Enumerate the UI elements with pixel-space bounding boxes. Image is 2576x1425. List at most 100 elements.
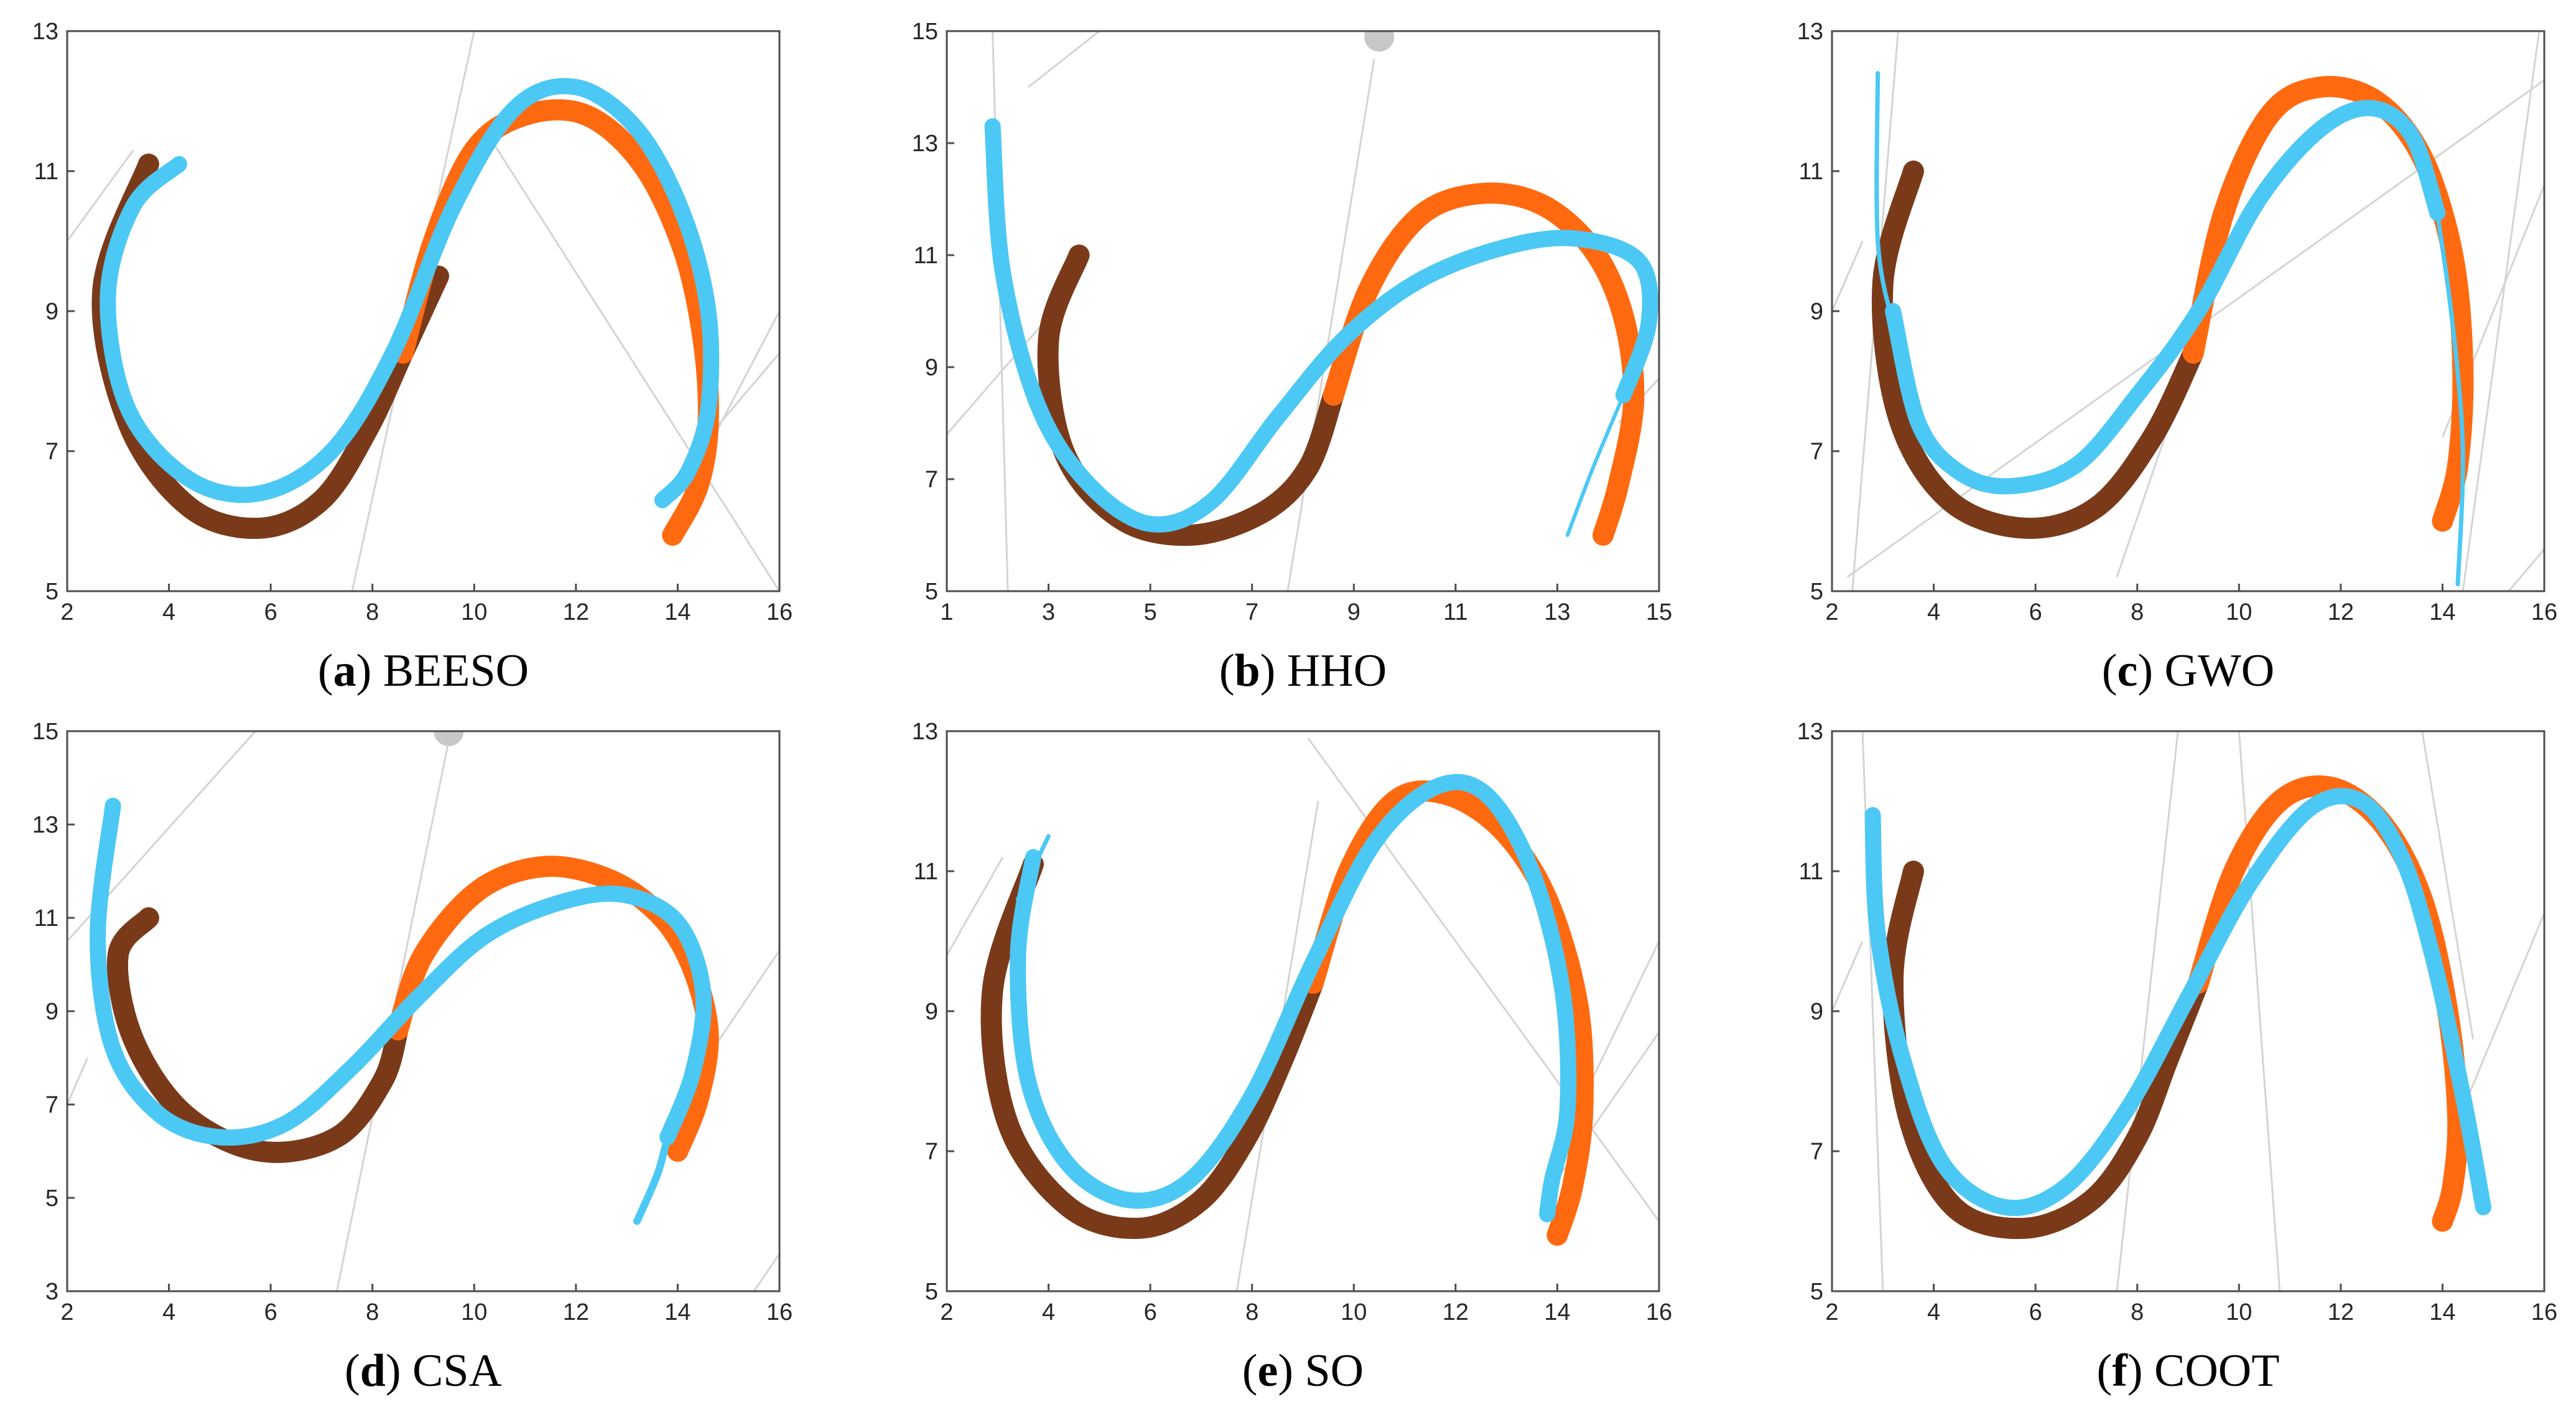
x-tick-label: 3	[1042, 599, 1055, 625]
y-tick-label: 13	[912, 719, 938, 745]
series-result-tail	[1016, 834, 1051, 902]
x-tick-label: 8	[1245, 1299, 1258, 1325]
y-tick-label: 7	[45, 1092, 58, 1118]
x-tick-label: 10	[461, 1299, 487, 1325]
x-tick-label: 6	[2029, 1299, 2042, 1325]
y-tick-label: 13	[1797, 719, 1823, 745]
x-tick-label: 13	[1544, 599, 1570, 625]
y-tick-label: 5	[925, 579, 938, 605]
panel-caption: (a) BEESO	[318, 645, 529, 696]
grey-line-0	[947, 311, 1054, 435]
y-tick-label: 5	[925, 1279, 938, 1305]
axes-frame	[946, 30, 1660, 592]
grey-line-6	[2508, 548, 2544, 591]
grey-line-4	[753, 1253, 779, 1291]
caption-algorithm: COOT	[2154, 1345, 2279, 1396]
grey-line-0	[1832, 940, 1864, 1012]
x-tick-label: 14	[664, 1299, 690, 1325]
plot-area	[947, 737, 1659, 1291]
series-result	[1010, 773, 1577, 1223]
caption-letter: c	[2117, 645, 2137, 696]
panel-caption: (b) HHO	[1219, 645, 1387, 696]
y-tick-label: 11	[34, 159, 58, 185]
x-tick-label: 4	[1042, 1299, 1055, 1325]
y-tick-label: 5	[1810, 1279, 1823, 1305]
panel-a: 2 4 6 8 10 12 14 16 5 7 9 11 13 (a) BEESO	[32, 19, 793, 696]
series-result-tail-left	[1874, 71, 1895, 327]
plot-area	[67, 731, 779, 1291]
x-tick-label: 12	[2328, 599, 2354, 625]
y-tick-label: 9	[925, 999, 938, 1025]
y-tick-label: 13	[912, 131, 938, 157]
series-result	[1885, 100, 2446, 495]
caption-open-paren: (	[1242, 1345, 1258, 1396]
caption-letter: a	[333, 645, 356, 696]
caption-letter: e	[1258, 1345, 1278, 1396]
axes-frame	[66, 730, 781, 1292]
y-tick-label: 7	[925, 467, 938, 493]
panel-e: 2 4 6 8 10 12 14 16 5 7 9 11 13 (e) SO	[912, 719, 1672, 1396]
caption-letter: b	[1235, 645, 1260, 696]
series-result-tail	[633, 1133, 672, 1225]
y-tick-label: 9	[1810, 999, 1823, 1025]
caption-algorithm: BEESO	[383, 645, 529, 696]
caption-letter: d	[360, 1345, 386, 1396]
caption-close-paren: )	[386, 1345, 412, 1396]
caption-algorithm: GWO	[2164, 645, 2274, 696]
y-tick-label: 7	[925, 1139, 938, 1165]
grey-line-0	[947, 856, 1004, 956]
y-tick-label: 9	[45, 299, 58, 325]
grey-line-0	[1832, 240, 1864, 312]
series-result-tail	[1565, 393, 1625, 537]
y-tick-label: 15	[912, 19, 938, 45]
panel-caption: (c) GWO	[2102, 645, 2274, 696]
grey-line-5	[2462, 912, 2544, 1110]
y-tick-label: 11	[1799, 859, 1823, 885]
y-tick-label: 9	[925, 355, 938, 381]
y-tick-label: 7	[45, 439, 58, 465]
x-tick-label: 4	[1927, 1299, 1940, 1325]
panel-caption: (e) SO	[1242, 1345, 1364, 1396]
y-tick-label: 5	[45, 1185, 58, 1212]
y-tick-label: 7	[1810, 439, 1823, 465]
y-tick-label: 9	[1810, 299, 1823, 325]
x-tick-label: 10	[2226, 599, 2252, 625]
grey-line-3	[712, 950, 779, 1049]
x-tick-label: 2	[940, 1299, 953, 1325]
x-tick-label: 14	[2429, 1299, 2455, 1325]
x-tick-label: 4	[1927, 599, 1940, 625]
x-tick-label: 1	[940, 599, 953, 625]
panel-f: 2 4 6 8 10 12 14 16 5 7 9 11 13 (f) COOT	[1797, 719, 2557, 1396]
y-tick-label: 13	[32, 19, 58, 45]
grey-line-2	[67, 1057, 89, 1105]
plot-area	[1832, 731, 2544, 1291]
series-result	[1864, 788, 2491, 1217]
caption-close-paren: )	[2137, 645, 2164, 696]
x-tick-label: 2	[1825, 599, 1838, 625]
grey-line-3	[1027, 31, 1100, 88]
grey-marker-0	[434, 731, 464, 746]
x-tick-label: 12	[563, 599, 589, 625]
x-tick-label: 12	[563, 1299, 589, 1325]
y-tick-label: 3	[45, 1279, 58, 1305]
x-tick-label: 8	[2131, 599, 2144, 625]
y-tick-label: 5	[45, 579, 58, 605]
y-tick-label: 13	[32, 812, 58, 838]
series-reference-light	[1323, 182, 1645, 546]
panel-d: 2 4 6 8 10 12 14 16 3 5 7 9 11 13 15 (d) CSA	[32, 719, 793, 1396]
y-tick-label: 15	[32, 719, 58, 745]
caption-algorithm: CSA	[412, 1345, 502, 1396]
y-tick-label: 13	[1797, 19, 1823, 45]
grey-line-4	[2462, 31, 2541, 591]
x-tick-label: 6	[2029, 599, 2042, 625]
caption-letter: f	[2112, 1345, 2128, 1396]
caption-open-paren: (	[318, 645, 333, 696]
y-tick-label: 11	[914, 243, 938, 269]
plot-area	[1832, 31, 2544, 591]
grey-line-3	[2238, 731, 2281, 1291]
x-tick-label: 11	[1443, 599, 1467, 625]
panel-c: 2 4 6 8 10 12 14 16 5 7 9 11 13 (c) GWO	[1797, 19, 2557, 696]
series-reference-light	[2187, 775, 2469, 1232]
plot-area	[67, 31, 779, 591]
